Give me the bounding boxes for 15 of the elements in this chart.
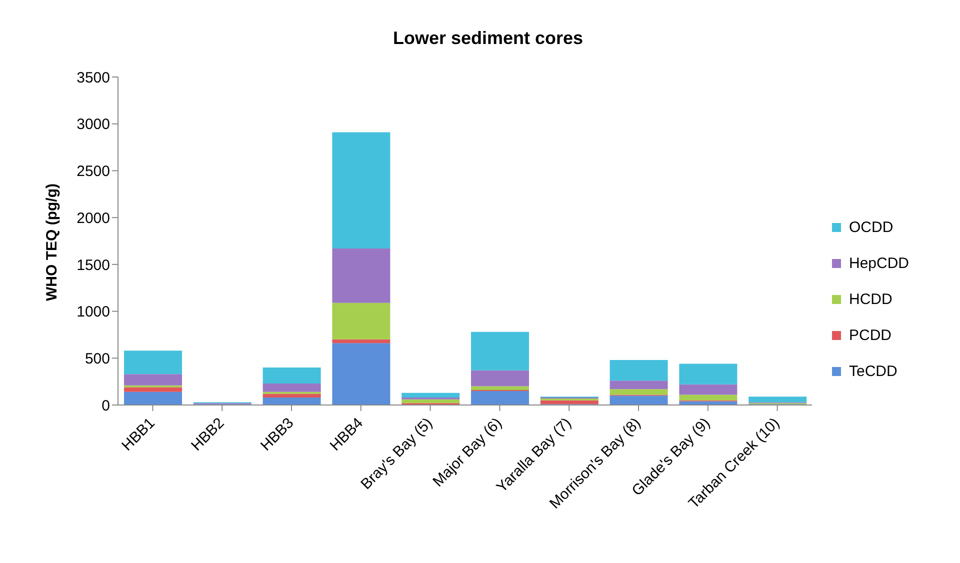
y-tick-label: 3000: [76, 116, 110, 134]
legend-label: HCDD: [849, 291, 892, 308]
y-tick-label: 3500: [76, 69, 110, 86]
chart-title: Lower sediment cores: [392, 28, 584, 49]
legend-label: PCDD: [849, 327, 892, 344]
y-tick-label: 2000: [76, 210, 110, 227]
y-tick-label: 1500: [76, 256, 110, 274]
y-tick-label: 1000: [76, 304, 110, 321]
y-axis-title: WHO TEQ (pg/g): [43, 184, 60, 301]
y-tick-label: 0: [102, 397, 110, 414]
y-tick-label: 500: [84, 350, 110, 368]
legend-label: TeCDD: [849, 363, 898, 380]
y-tick-label: 2500: [76, 163, 110, 180]
legend-label: OCDD: [849, 219, 894, 236]
legend-label: HepCDD: [849, 255, 910, 272]
